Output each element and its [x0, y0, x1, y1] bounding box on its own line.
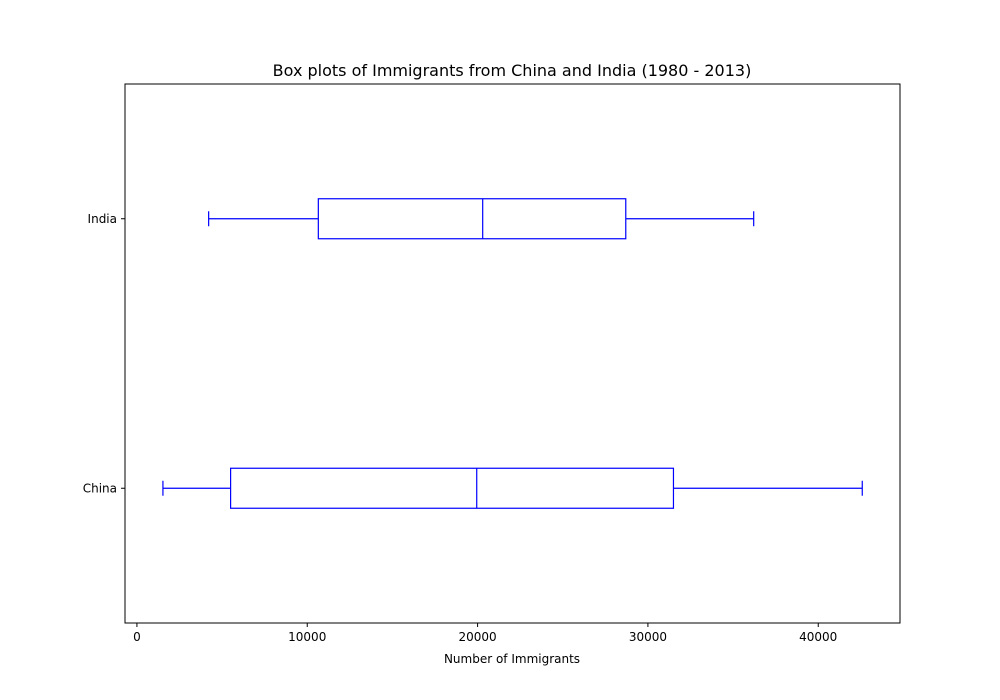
iqr-box-india: [317, 198, 627, 240]
iqr-box-china: [230, 467, 675, 509]
box-china: [162, 467, 863, 509]
x-tick-label: 30000: [629, 630, 667, 644]
x-tick-label: 10000: [288, 630, 326, 644]
boxes-layer: [162, 198, 863, 509]
y-tick-label-china: China: [83, 481, 117, 495]
y-axis: China India: [83, 212, 125, 495]
plot-area-frame: [124, 83, 901, 624]
box-india: [208, 198, 755, 240]
x-tick-label: 40000: [799, 630, 837, 644]
x-axis: 0 10000 20000 30000 40000: [133, 623, 837, 644]
x-tick-label: 20000: [458, 630, 496, 644]
x-axis-label: Number of Immigrants: [444, 652, 580, 666]
chart-title: Box plots of Immigrants from China and I…: [273, 61, 752, 80]
y-tick-label-india: India: [88, 212, 117, 226]
x-tick-label: 0: [133, 630, 141, 644]
